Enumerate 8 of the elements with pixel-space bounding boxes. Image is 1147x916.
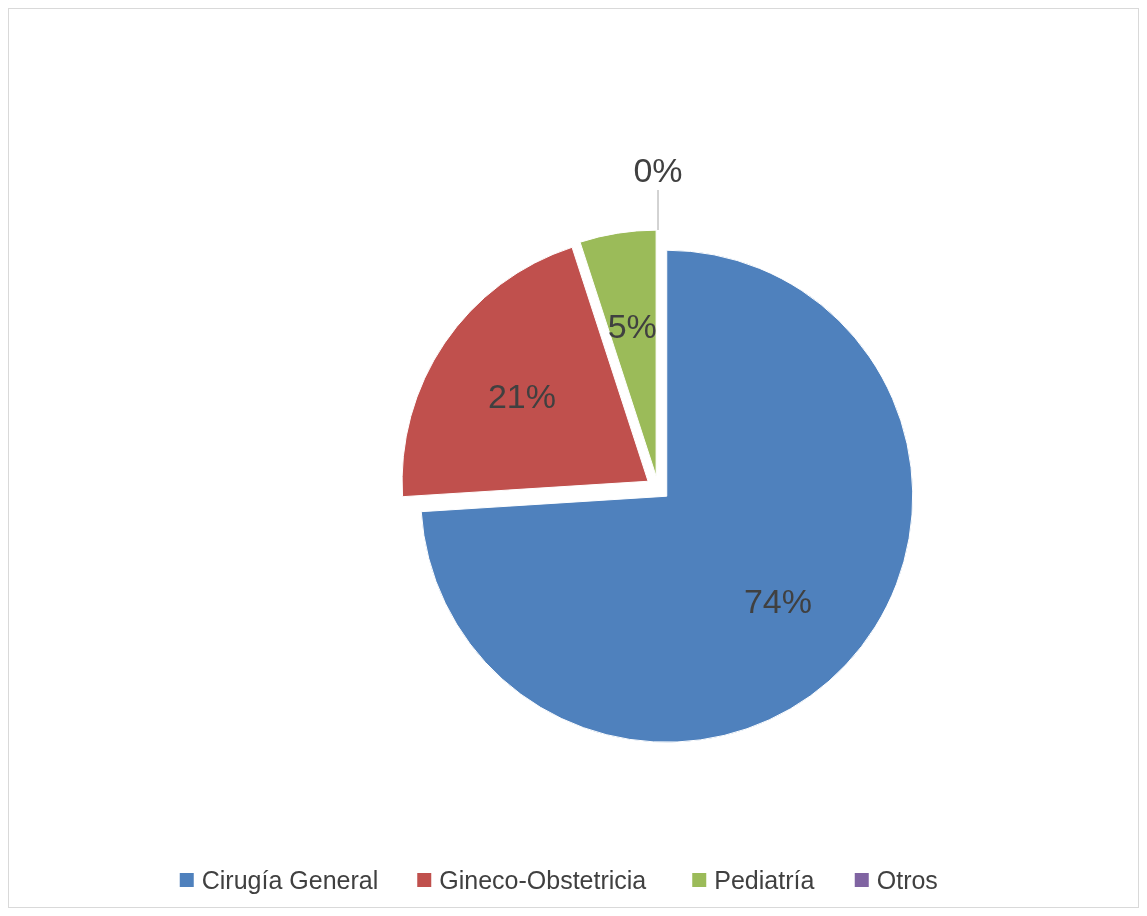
data-label: 74%	[743, 581, 812, 620]
legend-label: Otros	[876, 866, 938, 894]
legend-label: Pediatría	[714, 866, 815, 894]
legend-label: Cirugía General	[201, 866, 379, 894]
legend-label: Gineco-Obstetricia	[439, 866, 647, 894]
data-label: 21%	[487, 376, 556, 415]
data-label: 5%	[607, 306, 657, 345]
text: 0%	[633, 151, 683, 189]
